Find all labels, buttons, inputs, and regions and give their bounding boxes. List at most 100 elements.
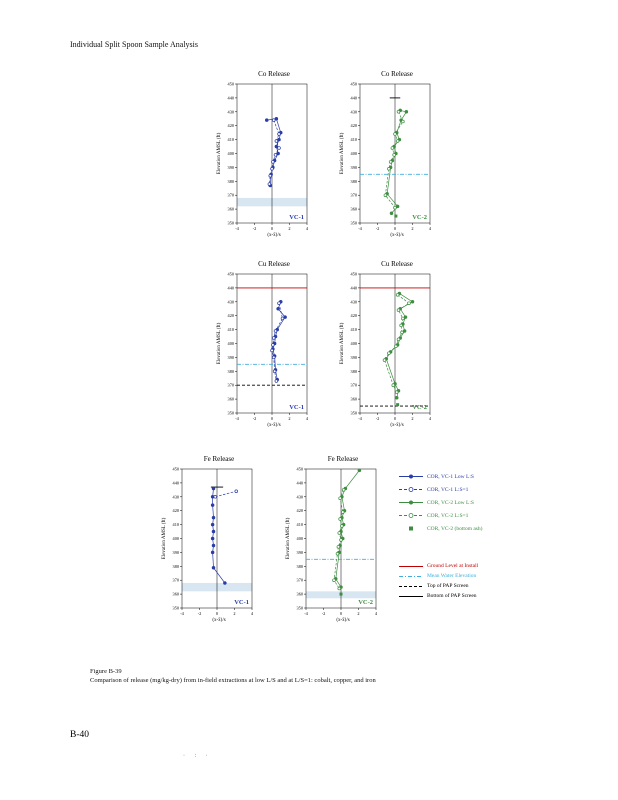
legend-item: COR, VC-2 L:S=1 <box>398 509 528 522</box>
svg-text:4: 4 <box>306 226 309 231</box>
x-axis-label: (x-x̄)/s <box>267 233 281 238</box>
chart-fe-vc1: Fe Release 450 440 430 420 410 400 390 380 370 36… <box>160 455 256 623</box>
svg-text:VC-1: VC-1 <box>289 214 304 221</box>
svg-text:400: 400 <box>351 341 357 346</box>
figure-label: Figure B-39 <box>90 668 122 675</box>
x-axis-label: (x-x̄)/s <box>390 233 404 238</box>
svg-text:410: 410 <box>351 137 357 142</box>
legend-swatch <box>399 487 423 492</box>
svg-text:450: 450 <box>297 467 303 472</box>
svg-text:410: 410 <box>228 137 234 142</box>
co-vc1-plot: 450 440 430 420 410 400 390 380 370 360 350-4 -2 0 2 4… <box>217 82 309 232</box>
svg-text:430: 430 <box>297 494 303 499</box>
svg-text:370: 370 <box>228 193 234 198</box>
svg-text:370: 370 <box>297 578 303 583</box>
chart-cu-vc1: Cu Release 450 440 430 420 410 400 390 380 370 36… <box>215 260 311 428</box>
svg-text:390: 390 <box>228 355 234 360</box>
legend-swatch <box>399 565 423 567</box>
svg-text:450: 450 <box>173 467 179 472</box>
legend-swatch <box>399 513 423 518</box>
legend-item-label: Bottom of PAP Screen <box>427 593 477 599</box>
svg-text:370: 370 <box>351 383 357 388</box>
svg-text:-4: -4 <box>358 416 362 421</box>
svg-text:VC-1: VC-1 <box>289 404 304 411</box>
legend-item: COR, VC-2 Low L:S <box>398 496 528 509</box>
svg-text:410: 410 <box>173 522 179 527</box>
svg-text:VC-2: VC-2 <box>358 599 373 606</box>
svg-text:350: 350 <box>228 221 234 226</box>
svg-text:430: 430 <box>173 494 179 499</box>
legend-item-label: COR, VC-2 Low L:S <box>427 499 474 506</box>
svg-text:-4: -4 <box>304 611 308 616</box>
figure-caption-text: Comparison of release (mg/kg-dry) from i… <box>90 676 376 684</box>
svg-text:370: 370 <box>351 193 357 198</box>
svg-text:350: 350 <box>351 221 357 226</box>
svg-text:440: 440 <box>228 285 234 290</box>
svg-text:410: 410 <box>228 327 234 332</box>
svg-text:370: 370 <box>228 383 234 388</box>
legend-item: COR, VC-1 Low L:S <box>398 470 528 483</box>
chart-fe-vc2: Fe Release 450 440 430 420 410 400 390 380 370 36… <box>284 455 380 623</box>
svg-text:0: 0 <box>394 416 396 421</box>
svg-text:430: 430 <box>228 299 234 304</box>
svg-text:4: 4 <box>375 611 378 616</box>
svg-text:-4: -4 <box>235 416 239 421</box>
svg-text:0: 0 <box>216 611 218 616</box>
svg-text:2: 2 <box>233 611 235 616</box>
svg-text:Elevation AMSL (ft): Elevation AMSL (ft) <box>217 132 222 174</box>
svg-text:VC-2: VC-2 <box>412 214 427 221</box>
x-axis-label: (x-x̄)/s <box>390 423 404 428</box>
svg-text:380: 380 <box>173 564 179 569</box>
svg-text:-2: -2 <box>376 226 380 231</box>
legend-item-label: COR, VC-2 (bottom ash) <box>427 525 483 532</box>
chart-title: Fe Release <box>203 455 235 463</box>
svg-text:390: 390 <box>297 550 303 555</box>
chart-title: Fe Release <box>327 455 359 463</box>
svg-text:350: 350 <box>297 606 303 611</box>
legend-item: Bottom of PAP Screen <box>398 591 528 601</box>
svg-text:380: 380 <box>228 369 234 374</box>
svg-text:450: 450 <box>228 82 234 87</box>
figure-caption: Figure B-39 Comparison of release (mg/kg… <box>90 668 422 686</box>
footer-marks: · : · <box>183 753 212 759</box>
svg-text:380: 380 <box>297 564 303 569</box>
svg-text:4: 4 <box>429 416 432 421</box>
svg-text:0: 0 <box>271 226 273 231</box>
cu-vc2-plot: 450 440 430 420 410 400 390 380 370 360 350-4 -2 0 2 4… <box>340 272 432 422</box>
svg-text:420: 420 <box>228 123 234 128</box>
svg-text:400: 400 <box>173 536 179 541</box>
legend-item-label: Mean Water Elevation <box>427 573 477 579</box>
legend-swatch <box>399 474 423 479</box>
svg-text:420: 420 <box>351 313 357 318</box>
x-axis-label: (x-x̄)/s <box>336 618 350 623</box>
legend-item: Mean Water Elevation <box>398 571 528 581</box>
svg-text:370: 370 <box>173 578 179 583</box>
svg-text:VC-1: VC-1 <box>234 599 249 606</box>
svg-text:430: 430 <box>351 109 357 114</box>
legend: COR, VC-1 Low L:S COR, VC-1 L:S=1 COR, VC-… <box>398 470 528 601</box>
fe-vc1-plot: 450 440 430 420 410 400 390 380 370 360 350-4 -2 0 2 4… <box>162 467 254 617</box>
svg-text:360: 360 <box>351 207 357 212</box>
svg-text:440: 440 <box>173 480 179 485</box>
svg-text:2: 2 <box>411 226 413 231</box>
svg-text:440: 440 <box>351 95 357 100</box>
legend-swatch <box>399 585 423 587</box>
svg-text:420: 420 <box>228 313 234 318</box>
svg-text:360: 360 <box>297 592 303 597</box>
document-title: Individual Split Spoon Sample Analysis <box>70 40 199 49</box>
co-vc2-plot: 450 440 430 420 410 400 390 380 370 360 350-4 -2 0 2 4… <box>340 82 432 232</box>
svg-text:390: 390 <box>351 165 357 170</box>
svg-text:410: 410 <box>351 327 357 332</box>
svg-text:Elevation AMSL (ft): Elevation AMSL (ft) <box>340 132 345 174</box>
legend-swatch <box>399 575 423 577</box>
svg-text:Elevation AMSL (ft): Elevation AMSL (ft) <box>217 322 222 364</box>
svg-text:440: 440 <box>297 480 303 485</box>
chart-co-vc2: Co Release 450 440 430 420 410 400 390 380 370 36… <box>338 70 434 238</box>
svg-text:-2: -2 <box>198 611 202 616</box>
svg-text:0: 0 <box>340 611 342 616</box>
chart-title: Co Release <box>258 70 290 78</box>
svg-text:2: 2 <box>411 416 413 421</box>
svg-text:450: 450 <box>351 272 357 277</box>
svg-text:-2: -2 <box>253 226 257 231</box>
